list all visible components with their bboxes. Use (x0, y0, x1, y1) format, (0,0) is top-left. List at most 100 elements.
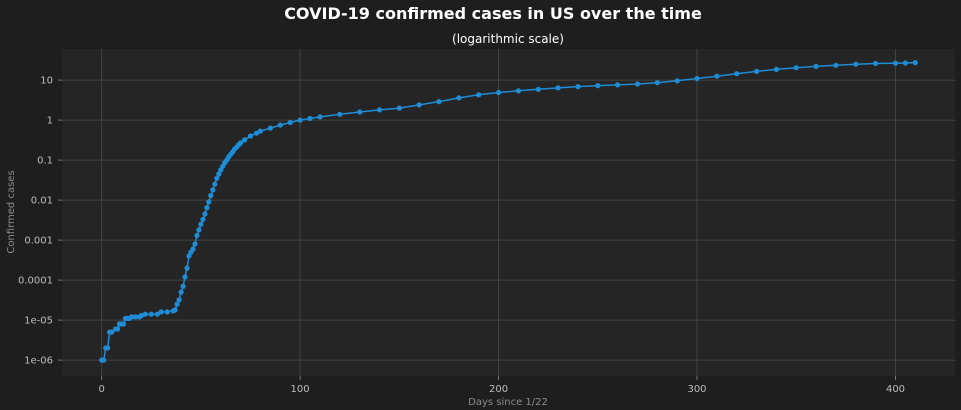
data-point (210, 187, 216, 193)
data-point (238, 140, 244, 146)
data-point (158, 309, 164, 315)
data-point (317, 114, 323, 120)
y-tick-label: 1e-06 (24, 356, 53, 367)
y-axis-label: Confirmed cases (6, 170, 17, 253)
y-tick-label: 10 (40, 76, 53, 87)
data-point (853, 61, 859, 67)
data-point (180, 283, 186, 289)
data-point (337, 111, 343, 117)
data-point (154, 311, 160, 317)
series-points (99, 60, 918, 363)
data-point (204, 205, 210, 211)
data-point (734, 71, 740, 77)
data-point (120, 321, 127, 327)
data-point (138, 312, 144, 319)
data-point (416, 102, 422, 108)
data-point (575, 84, 581, 90)
data-point (206, 199, 212, 205)
x-tick-label: 400 (886, 384, 905, 395)
data-point (902, 60, 909, 66)
y-axis-ticks: 1e-06 1e-05 0.0001 0.001 0.01 0.1 1 10 (18, 76, 62, 367)
data-point (694, 75, 700, 82)
y-tick-label: 0.001 (24, 236, 53, 247)
data-point (105, 345, 111, 351)
data-point (615, 82, 621, 88)
data-point (267, 125, 273, 131)
data-point (164, 309, 170, 315)
data-point (654, 80, 660, 86)
y-tick-label: 1 (47, 116, 53, 127)
data-point (178, 289, 184, 295)
data-point (555, 85, 561, 91)
data-point (184, 265, 190, 271)
chart-title: COVID-19 confirmed cases in US over the … (284, 4, 702, 23)
data-point (376, 107, 383, 113)
data-point (172, 307, 178, 313)
data-point (277, 122, 283, 128)
data-point (674, 78, 680, 84)
data-point (182, 274, 188, 280)
data-point (634, 81, 641, 87)
data-point (128, 314, 135, 320)
data-point (196, 227, 202, 233)
data-point (357, 109, 363, 115)
data-point (476, 92, 482, 98)
data-point (194, 232, 200, 239)
data-point (297, 117, 303, 123)
data-point (515, 88, 522, 94)
data-point (186, 253, 192, 259)
data-point (287, 119, 293, 126)
data-point (208, 192, 214, 199)
data-point (115, 326, 121, 332)
data-point (101, 357, 107, 363)
data-point (247, 133, 254, 139)
data-point (773, 66, 780, 72)
data-point (176, 297, 182, 303)
grid-lines (62, 49, 955, 376)
data-point (192, 241, 198, 247)
y-tick-label: 0.0001 (18, 276, 53, 287)
data-point (174, 301, 180, 307)
data-point (912, 60, 918, 66)
data-point (793, 65, 799, 71)
chart-subtitle: (logarithmic scale) (452, 32, 564, 46)
data-point (754, 68, 760, 74)
x-tick-label: 0 (99, 384, 105, 395)
data-point (833, 62, 839, 68)
data-point (253, 130, 260, 136)
y-tick-label: 0.1 (37, 156, 53, 167)
data-point (307, 115, 313, 122)
data-point (216, 171, 222, 177)
data-point (813, 63, 819, 69)
data-point (142, 311, 148, 317)
data-point (257, 128, 263, 134)
y-tick-label: 0.01 (31, 196, 53, 207)
data-point (190, 246, 196, 252)
data-point (202, 211, 208, 217)
data-point (892, 60, 899, 66)
x-tick-label: 300 (687, 384, 706, 395)
data-point (396, 105, 402, 111)
data-point (212, 181, 218, 187)
x-axis-label: Days since 1/22 (468, 397, 548, 408)
data-point (148, 311, 154, 317)
data-point (132, 314, 138, 320)
data-point (200, 216, 206, 222)
plot-area (62, 49, 955, 376)
data-point (595, 83, 601, 89)
data-point (436, 99, 442, 105)
x-axis-ticks: 0 100 200 300 400 (99, 376, 905, 395)
y-tick-label: 1e-05 (24, 316, 53, 327)
data-point (198, 221, 204, 227)
data-point (214, 175, 220, 181)
x-tick-label: 100 (291, 384, 310, 395)
data-point (714, 73, 720, 79)
x-tick-label: 200 (489, 384, 508, 395)
data-point (242, 137, 248, 143)
data-point (535, 86, 541, 92)
data-point (456, 95, 462, 101)
data-point (873, 60, 879, 67)
data-point (109, 329, 115, 335)
data-point (496, 89, 502, 96)
